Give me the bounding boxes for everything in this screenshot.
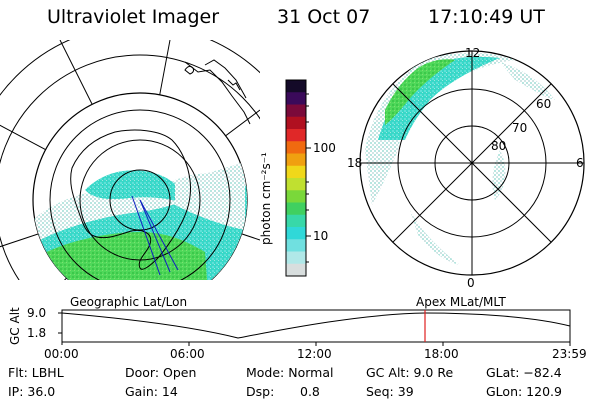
mlat-label-70: 70 <box>512 121 528 135</box>
colorbar-band <box>286 214 306 228</box>
colorbar-band <box>286 80 306 93</box>
glat-status: GLat: −82.4 <box>486 365 562 380</box>
magnetic-aurora <box>365 52 555 265</box>
x-tick-1800: 18:00 <box>424 347 459 361</box>
geographic-aurora <box>33 109 247 280</box>
mlat-label-80: 80 <box>491 139 507 153</box>
glon-status: GLon: 120.9 <box>486 384 562 399</box>
colorbar-band <box>286 227 306 240</box>
colorbar-band <box>286 129 306 142</box>
geographic-map-panel <box>0 40 260 280</box>
x-tick-2359: 23:59 <box>552 347 587 361</box>
gain-status: Gain: 14 <box>125 384 178 399</box>
latitude-arcs <box>0 40 260 280</box>
colorbar-band <box>286 104 306 118</box>
magnetic-polar-panel <box>359 50 585 276</box>
x-tick-0600: 06:00 <box>170 347 205 361</box>
colorbar-unit-label: photon cm⁻²s⁻¹ <box>259 152 273 245</box>
mlt-label-12: 12 <box>465 46 481 60</box>
colorbar-band <box>286 165 306 179</box>
colorbar-tick-10: 10 <box>313 229 329 243</box>
colorbar-band <box>286 190 306 203</box>
coastline-fragments <box>184 65 241 91</box>
intensity-colorbar <box>285 79 311 277</box>
gc-alt-status: GC Alt: 9.0 Re <box>366 365 454 380</box>
colorbar-band <box>286 263 306 277</box>
geographic-title: Geographic Lat/Lon <box>70 295 188 309</box>
date-label: 31 Oct 07 <box>277 6 371 28</box>
dsp-label: Dsp: <box>246 384 275 399</box>
colorbar-band <box>286 239 306 252</box>
timeline-ticks <box>58 310 571 346</box>
y-tick-1-8: 1.8 <box>27 326 47 340</box>
colorbar-band <box>286 202 306 216</box>
instrument-title: Ultraviolet Imager <box>47 6 220 28</box>
colorbar-band <box>286 141 306 154</box>
apex-title: Apex MLat/MLT <box>416 295 506 309</box>
colorbar-tick-100: 100 <box>313 141 336 155</box>
y-tick-9: 9.0 <box>27 306 47 320</box>
mlat-label-60: 60 <box>536 97 552 111</box>
gc-alt-axis-label: GC Alt <box>8 307 22 345</box>
colorbar-ticks <box>306 93 311 263</box>
door-status: Door: Open <box>125 365 197 380</box>
colorbar-band <box>286 92 306 105</box>
x-tick-1200: 12:00 <box>297 347 332 361</box>
mode-status: Mode: Normal <box>246 365 334 380</box>
mlt-label-6: 6 <box>576 156 584 170</box>
altitude-timeline <box>58 309 571 346</box>
seq-status: Seq: 39 <box>366 384 414 399</box>
dsp-value: 0.8 <box>300 384 320 399</box>
mlt-label-18: 18 <box>347 156 363 170</box>
altitude-curve <box>61 312 571 339</box>
x-tick-0000: 00:00 <box>44 347 79 361</box>
colorbar-band <box>286 178 306 191</box>
colorbar-band <box>286 153 306 167</box>
colorbar-band <box>286 116 306 130</box>
ip-status: IP: 36.0 <box>8 384 56 399</box>
colorbar-band <box>286 251 306 265</box>
time-label: 17:10:49 UT <box>428 6 545 28</box>
filter-status: Flt: LBHL <box>8 365 64 380</box>
mlt-label-0: 0 <box>467 276 475 290</box>
